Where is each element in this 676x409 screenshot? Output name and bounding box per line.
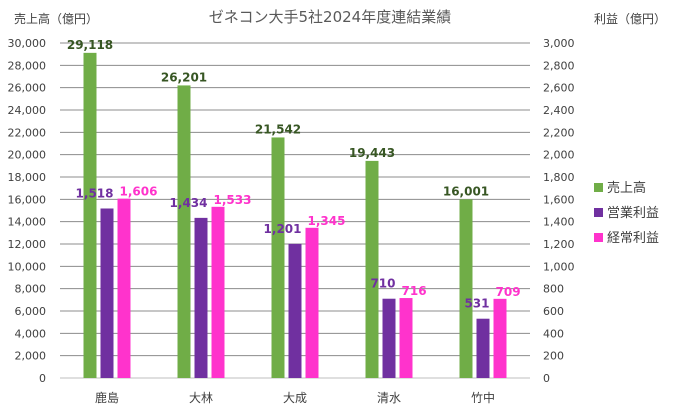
- legend-swatch: [594, 233, 603, 242]
- left-tick-label: 28,000: [8, 59, 47, 72]
- left-tick-label: 30,000: [8, 37, 47, 50]
- sales-label: 21,542: [255, 122, 301, 136]
- sales-label: 19,443: [349, 146, 395, 160]
- left-tick-label: 4,000: [15, 327, 47, 340]
- right-axis-title: 利益（億円）: [594, 12, 666, 26]
- legend-label: 営業利益: [607, 205, 659, 221]
- left-tick-label: 22,000: [8, 126, 47, 139]
- operating-profit-bar: [382, 298, 396, 378]
- left-tick-label: 24,000: [8, 104, 47, 117]
- sales-label: 26,201: [161, 70, 207, 84]
- operating-profit-bar: [100, 208, 114, 378]
- chart-title: ゼネコン大手5社2024年度連結業績: [209, 8, 451, 26]
- legend-swatch: [594, 208, 603, 217]
- right-tick-label: 600: [543, 305, 564, 318]
- operating-profit-label: 531: [464, 297, 489, 311]
- right-tick-label: 1,600: [543, 193, 575, 206]
- operating-profit-bar: [194, 217, 208, 378]
- right-tick-label: 0: [543, 372, 550, 385]
- right-tick-label: 200: [543, 350, 564, 363]
- ordinary-profit-label: 709: [496, 285, 521, 299]
- ordinary-profit-bar: [211, 206, 225, 378]
- category-label: 鹿島: [95, 390, 119, 405]
- left-axis-title: 売上高（億円）: [14, 11, 98, 26]
- legend-label: 売上高: [607, 180, 646, 196]
- right-tick-label: 1,800: [543, 171, 575, 184]
- left-tick-label: 26,000: [8, 82, 47, 95]
- left-tick-label: 14,000: [8, 216, 47, 229]
- operating-profit-label: 1,201: [264, 222, 302, 236]
- legend-swatch: [594, 183, 603, 192]
- left-tick-label: 0: [39, 372, 46, 385]
- right-tick-label: 3,000: [543, 37, 575, 50]
- left-tick-label: 2,000: [15, 350, 47, 363]
- right-tick-label: 1,000: [543, 260, 575, 273]
- left-tick-label: 10,000: [8, 260, 47, 273]
- left-tick-label: 16,000: [8, 193, 47, 206]
- left-tick-label: 8,000: [15, 283, 47, 296]
- operating-profit-bar: [476, 318, 490, 378]
- sales-label: 16,001: [443, 184, 489, 198]
- left-tick-label: 18,000: [8, 171, 47, 184]
- legend-label: 経常利益: [607, 231, 659, 246]
- ordinary-profit-bar: [493, 298, 507, 378]
- bars: [83, 52, 507, 378]
- ordinary-profit-label: 1,606: [120, 185, 158, 199]
- sales-bar: [177, 85, 191, 378]
- right-tick-label: 800: [543, 283, 564, 296]
- right-tick-label: 400: [543, 327, 564, 340]
- operating-profit-label: 710: [370, 277, 395, 291]
- sales-bar: [83, 52, 97, 378]
- operating-profit-label: 1,518: [76, 186, 114, 200]
- left-tick-label: 6,000: [15, 305, 47, 318]
- right-tick-label: 2,600: [543, 82, 575, 95]
- sales-label: 29,118: [67, 38, 113, 52]
- right-tick-label: 2,800: [543, 59, 575, 72]
- category-label: 清水: [377, 391, 401, 405]
- category-label: 竹中: [471, 390, 495, 405]
- right-axis-ticks: 0 200 400 600 800 1,000 1,200 1,400 1,600 1,800 2,…: [543, 37, 575, 385]
- right-tick-label: 2,000: [543, 149, 575, 162]
- right-tick-label: 2,200: [543, 126, 575, 139]
- category-labels: 鹿島 大林 大成 清水 竹中: [95, 390, 495, 405]
- ordinary-profit-bar: [117, 198, 131, 378]
- category-label: 大林: [189, 391, 213, 405]
- ordinary-profit-label: 1,533: [214, 193, 252, 207]
- right-tick-label: 1,400: [543, 216, 575, 229]
- right-tick-label: 1,200: [543, 238, 575, 251]
- ordinary-profit-bar: [399, 298, 413, 378]
- left-tick-label: 12,000: [8, 238, 47, 251]
- right-tick-label: 2,400: [543, 104, 575, 117]
- left-tick-label: 20,000: [8, 149, 47, 162]
- category-label: 大成: [283, 391, 307, 405]
- sales-bar: [459, 199, 473, 378]
- operating-profit-bar: [288, 243, 302, 378]
- sales-bar: [365, 160, 379, 378]
- ordinary-profit-bar: [305, 227, 319, 378]
- ordinary-profit-label: 716: [402, 284, 427, 298]
- left-axis-ticks: 0 2,000 4,000 6,000 8,000 10,000 12,000 14,000 1…: [8, 37, 47, 385]
- data-labels: 29,118 1,518 1,606 26,201 1,434 1,533 21,542 1,…: [67, 38, 521, 311]
- ordinary-profit-label: 1,345: [308, 214, 346, 228]
- operating-profit-label: 1,434: [170, 196, 208, 210]
- sales-bar: [271, 137, 285, 378]
